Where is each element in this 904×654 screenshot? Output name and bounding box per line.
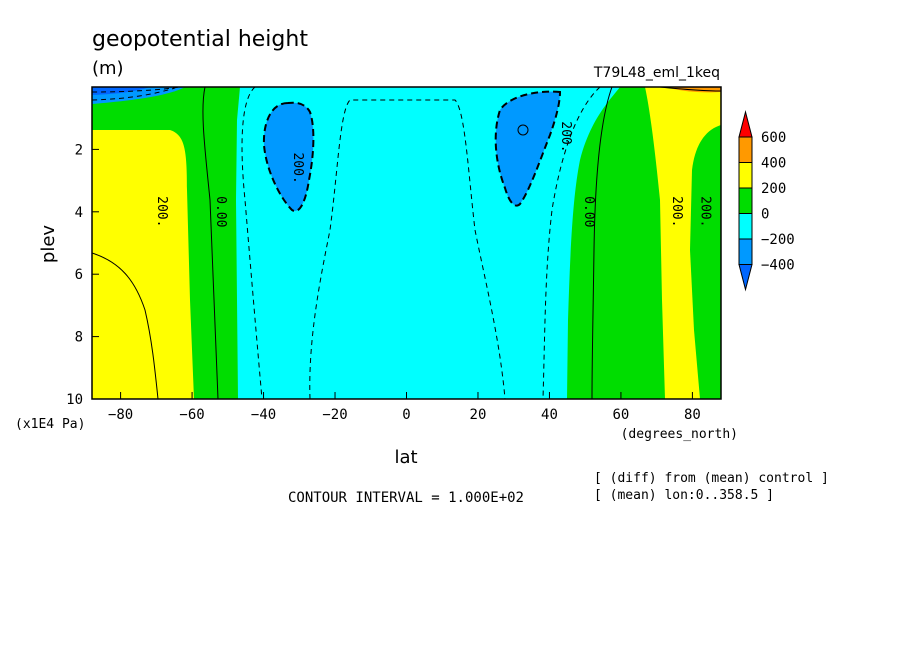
- x-tick-label: 60: [613, 407, 630, 423]
- x-tick-label: −20: [322, 407, 347, 423]
- x-axis-units: (degrees_north): [621, 427, 738, 442]
- x-tick-label: 0: [402, 407, 410, 423]
- region-lobe-right: [494, 90, 562, 207]
- y-axis-units: (x1E4 Pa): [15, 417, 85, 432]
- contour-line-right-dashed: [542, 87, 601, 399]
- colorbar-swatch: [738, 238, 753, 265]
- region-lobe-left: [262, 101, 315, 212]
- region-right-inner-green: [690, 125, 721, 399]
- x-tick-label: 40: [541, 407, 558, 423]
- contour-label: 200.: [669, 196, 684, 227]
- contour-label: 200.: [558, 121, 573, 152]
- note-diff: [ (diff) from (mean) control ]: [594, 471, 829, 486]
- y-axis-label: plev: [38, 225, 59, 264]
- contour-label: 200.: [290, 152, 305, 183]
- colorbar-swatch: [738, 187, 753, 214]
- chart-units: (m): [92, 58, 124, 79]
- contour-line-left-zero: [202, 87, 219, 399]
- x-tick-label: −60: [179, 407, 204, 423]
- plot-area: 200. 0.00 200. 200. 0.00 200. 200.: [92, 87, 721, 399]
- x-tick-label: −80: [108, 407, 133, 423]
- colorbar-swatch: [738, 213, 753, 240]
- colorbar-level-label: 0: [761, 207, 769, 223]
- contour-line-center-dashed: [309, 99, 506, 399]
- contour-line-top-left-dashes: [92, 87, 181, 101]
- y-tick-label: 6: [75, 267, 83, 283]
- contour-label: 200.: [154, 196, 169, 227]
- chart-title: geopotential height: [92, 27, 308, 52]
- x-axis-label: lat: [394, 447, 417, 468]
- colorbar-level-label: 200: [761, 181, 786, 197]
- colorbar-level-label: −400: [761, 258, 795, 274]
- small-closed-contour: [517, 124, 529, 136]
- colorbar-level-label: 400: [761, 156, 786, 172]
- x-tick-label: 20: [470, 407, 487, 423]
- note-mean: [ (mean) lon:0..358.5 ]: [594, 488, 774, 503]
- x-tick-label: −40: [251, 407, 276, 423]
- contour-line-left-solid: [92, 252, 159, 399]
- y-tick-label: 2: [75, 142, 83, 158]
- y-axis-ticks: 2 4 6 8 10: [66, 142, 99, 408]
- y-tick-label: 10: [66, 392, 83, 408]
- y-tick-label: 4: [75, 205, 83, 221]
- colorbar: 600 400 200 0 −200 −400: [738, 110, 795, 292]
- contour-line-right-solid: [591, 87, 613, 399]
- colorbar-level-label: 600: [761, 130, 786, 146]
- y-tick-label: 8: [75, 330, 83, 346]
- contour-label: 0.00: [581, 196, 596, 227]
- colorbar-level-label: −200: [761, 232, 795, 248]
- colorbar-bottom-arrow: [738, 264, 753, 292]
- contour-label: 0.00: [213, 196, 228, 227]
- x-axis-ticks: −80 −60 −40 −20 0 20 40 60 80: [108, 392, 701, 423]
- region-left-yellow: [92, 130, 194, 399]
- x-tick-label: 80: [684, 407, 701, 423]
- region-top-left-darkblue: [92, 87, 150, 95]
- colorbar-top-arrow: [738, 110, 753, 138]
- colorbar-swatch: [738, 136, 753, 163]
- colorbar-swatch: [738, 162, 753, 189]
- contour-label: 200.: [697, 196, 712, 227]
- run-label: T79L48_eml_1keq: [593, 65, 720, 81]
- contour-interval: CONTOUR INTERVAL = 1.000E+02: [288, 490, 524, 506]
- contour-line-left-dashed: [241, 87, 263, 399]
- contour-labels: 200. 0.00 200. 200. 0.00 200. 200.: [154, 121, 712, 227]
